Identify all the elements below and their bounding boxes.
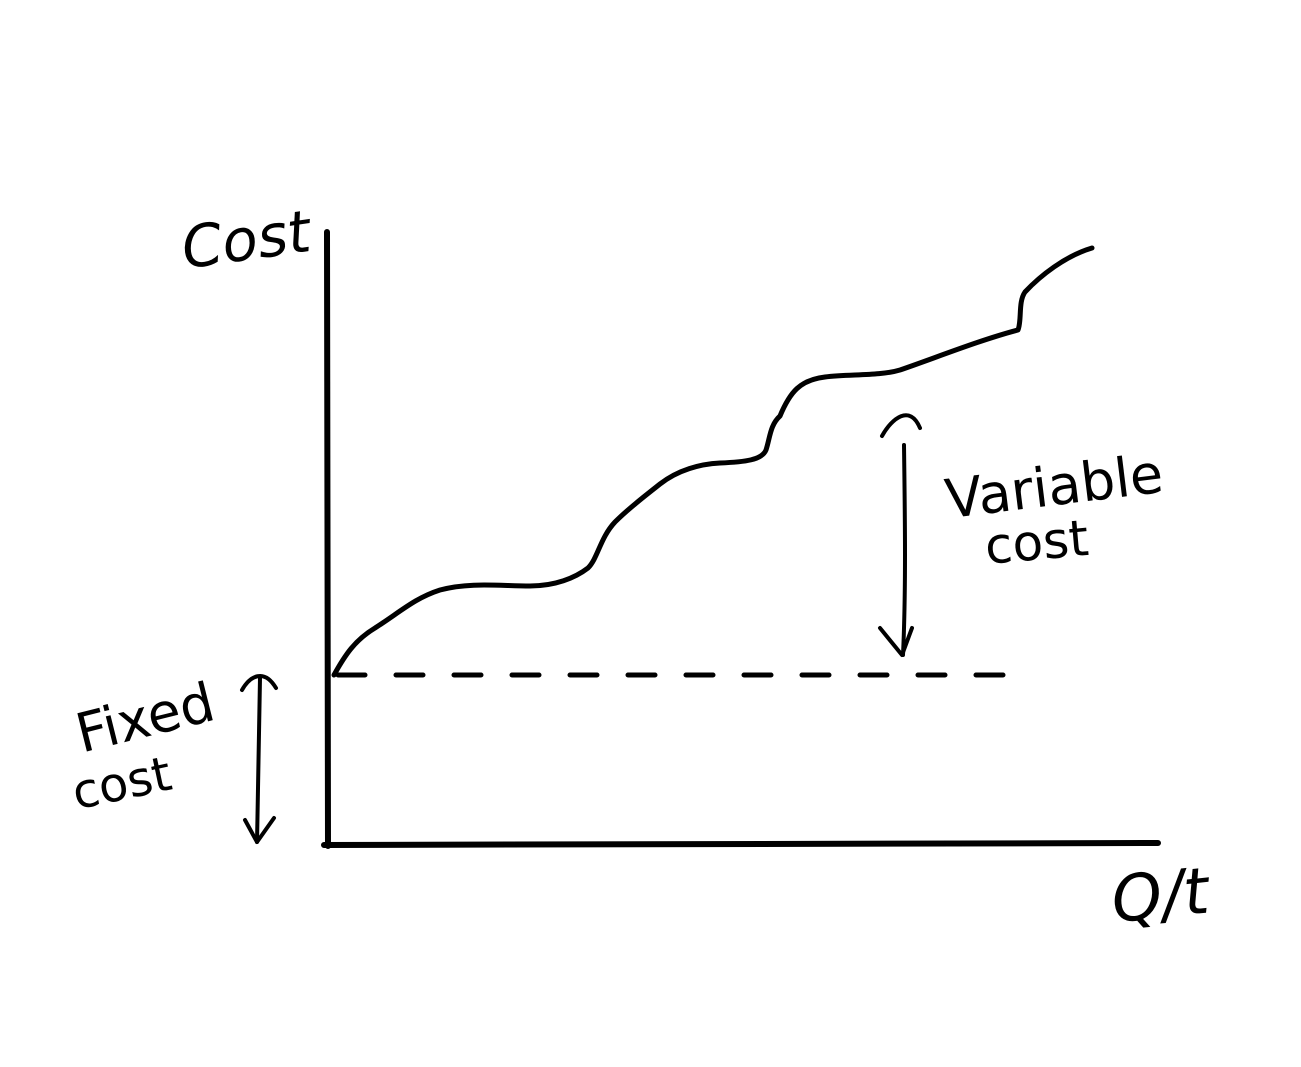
variable-cost-arrow-shaft (901, 443, 907, 657)
variable-cost-arrow-head-top (880, 413, 922, 438)
total-cost-curve (331, 245, 1095, 678)
fixed-cost-arrow-head-top (240, 674, 278, 692)
y-axis (324, 229, 331, 849)
fixed-cost-arrow-shaft (255, 676, 262, 844)
fixed-cost-arrow (240, 674, 278, 844)
variable-cost-arrow (878, 413, 922, 657)
x-axis-label: Q/t (1108, 854, 1215, 938)
x-axis (321, 840, 1161, 848)
y-axis-label: Cost (177, 197, 316, 283)
variable-cost-arrow-head-bottom (878, 626, 914, 657)
variable-cost-label-line2: cost (982, 509, 1090, 576)
fixed-cost-arrow-head-bottom (243, 816, 276, 844)
